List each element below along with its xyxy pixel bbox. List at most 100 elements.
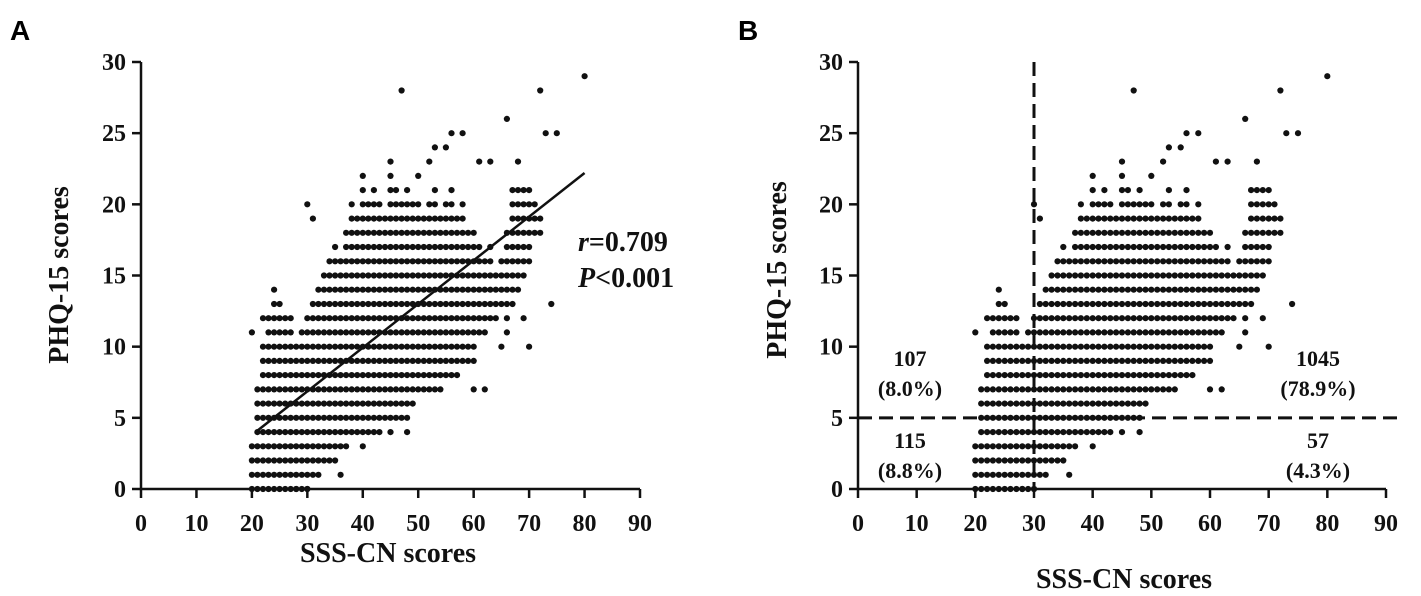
panel-b-data-point [1154, 357, 1161, 364]
panel-b-data-point [1072, 400, 1079, 407]
panel-b-data-point [1212, 243, 1219, 251]
panel-b-data-point [1007, 400, 1014, 407]
panel-b-data-point [1195, 130, 1202, 137]
panel-b-data-point [1066, 429, 1073, 436]
panel-b-data-point [984, 357, 991, 364]
panel-a-data-point [442, 343, 449, 350]
panel-b-data-point [1142, 343, 1149, 350]
panel-b-data-point [1095, 386, 1102, 393]
panel-b-data-point [1277, 215, 1284, 222]
panel-b-data-point [1113, 229, 1120, 236]
panel-a-data-point [326, 286, 333, 293]
panel-a-data-point [315, 286, 322, 293]
panel-a-data-point [387, 357, 394, 364]
panel-a-data-point [276, 300, 283, 308]
panel-b-data-point [1148, 272, 1155, 279]
panel-b-data-point [1083, 343, 1090, 350]
panel-b-data-point [1265, 229, 1272, 236]
panel-b-data-point [1206, 258, 1214, 265]
panel-a-data-point [276, 386, 283, 393]
panel-b-data-point [1077, 357, 1084, 364]
panel-a-data-point [298, 457, 305, 464]
panel-b-data-point [1148, 201, 1155, 208]
panel-b-data-point [1060, 329, 1067, 336]
panel-b-data-point [1118, 343, 1126, 350]
panel-a-data-point [470, 315, 477, 322]
panel-a-data-point [381, 400, 389, 407]
panel-b-data-point [1195, 243, 1202, 251]
panel-a-data-point [370, 272, 377, 279]
panel-a-data-point [298, 329, 305, 336]
panel-a-data-point [398, 201, 405, 208]
panel-a-data-point [398, 357, 405, 364]
panel-a-data-point [254, 471, 261, 478]
panel-b-data-point [1142, 300, 1149, 308]
panel-a-data-point [503, 315, 510, 322]
panel-a-data-point [265, 443, 272, 450]
panel-a-data-point [398, 286, 405, 293]
panel-b-data-point [1107, 258, 1114, 265]
panel-a-data-point [453, 286, 461, 293]
panel-b-data-point [1183, 243, 1190, 251]
panel-a-data-point [304, 315, 311, 322]
panel-a-data-point [492, 300, 499, 308]
panel-b-data-point [1095, 215, 1102, 222]
panel-b-data-point [1019, 471, 1026, 478]
panel-a-points [248, 73, 588, 493]
panel-b-data-point [1160, 300, 1167, 308]
panel-a-data-point [387, 187, 394, 194]
panel-a-data-point [326, 357, 333, 364]
panel-b-data-point [1060, 386, 1067, 393]
panel-b-data-point [1019, 386, 1026, 393]
panel-b-data-point [1101, 329, 1108, 336]
panel-a-data-point [470, 386, 477, 393]
panel-b-data-point [1201, 300, 1208, 308]
panel-a-data-point [365, 201, 372, 208]
panel-b-data-point [972, 471, 979, 478]
panel-a-data-point [531, 229, 538, 236]
panel-b-data-point [1177, 300, 1184, 308]
panel-b-data-point [1072, 386, 1079, 393]
panel-b-data-point [1066, 329, 1073, 336]
panel-b-data-point [1077, 286, 1084, 293]
panel-a-data-point [348, 229, 355, 236]
panel-a-data-point [381, 357, 389, 364]
panel-a-data-point [348, 286, 355, 293]
panel-a-data-point [459, 315, 466, 322]
panel-b-data-point [1177, 201, 1184, 208]
panel-b-data-point [1212, 286, 1219, 293]
panel-b-data-point [984, 315, 991, 322]
panel-a-data-point [348, 300, 355, 308]
panel-b-data-point [1165, 229, 1172, 236]
panel-a-data-point [415, 286, 422, 293]
panel-b-data-point [995, 429, 1002, 436]
panel-b-data-point [1101, 386, 1108, 393]
panel-a-data-point [309, 457, 316, 464]
panel-b-data-point [1206, 300, 1214, 308]
panel-a-data-point [431, 372, 438, 379]
panel-a-data-point [409, 272, 416, 279]
panel-a-data-point [514, 201, 522, 208]
panel-b-data-point [1212, 272, 1219, 279]
panel-a-data-point [254, 386, 261, 393]
panel-a-data-point [581, 73, 588, 80]
panel-b-data-point [1060, 315, 1067, 322]
panel-a-data-point [459, 215, 466, 222]
panel-b-data-point [1189, 272, 1196, 279]
panel-a-data-point [337, 429, 344, 436]
panel-a-data-point [481, 258, 488, 265]
panel-a-data-point [354, 258, 361, 265]
panel-a-data-point [431, 201, 438, 208]
panel-a-data-point [259, 443, 267, 450]
panel-b-data-point [1177, 329, 1184, 336]
panel-b-data-point [1324, 73, 1331, 80]
panel-a-data-point [354, 300, 361, 308]
panel-a-data-point [282, 357, 289, 364]
panel-a-data-point [282, 443, 289, 450]
panel-a-data-point [448, 201, 455, 208]
panel-a-data-point [370, 343, 377, 350]
panel-b-y-tick-label: 30 [819, 50, 843, 76]
panel-b-data-point [989, 372, 997, 379]
panel-a-x-tick-label: 90 [628, 511, 652, 537]
panel-a-data-point [398, 343, 405, 350]
